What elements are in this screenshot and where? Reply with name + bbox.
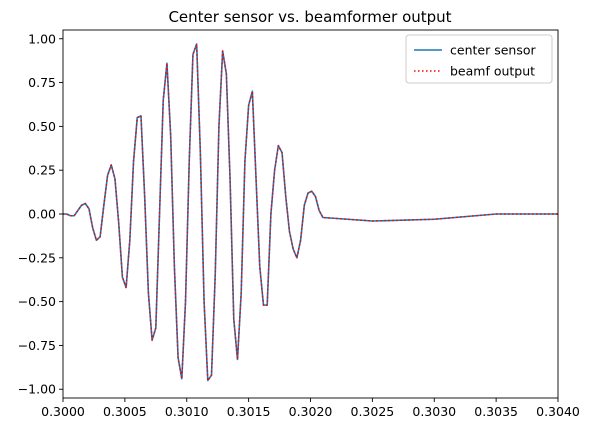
y-tick-label: 1.00 bbox=[28, 31, 56, 46]
x-tick-label: 0.3015 bbox=[227, 404, 271, 419]
y-tick-label: −1.00 bbox=[18, 382, 56, 397]
x-tick-label: 0.3010 bbox=[165, 404, 209, 419]
x-tick-label: 0.3040 bbox=[536, 404, 580, 419]
legend-label-beamf-output: beamf output bbox=[450, 64, 535, 79]
x-tick-label: 0.3020 bbox=[289, 404, 333, 419]
x-tick-label: 0.3000 bbox=[41, 404, 85, 419]
series-line-beamf-output bbox=[63, 43, 558, 382]
y-tick-label: 0.25 bbox=[28, 163, 56, 178]
x-tick-label: 0.3005 bbox=[103, 404, 147, 419]
y-tick-label: 0.00 bbox=[28, 207, 56, 222]
plot-frame bbox=[62, 29, 559, 399]
y-tick-label: −0.75 bbox=[18, 338, 56, 353]
y-tick-label: −0.25 bbox=[18, 250, 56, 265]
y-tick-label: 0.75 bbox=[28, 75, 56, 90]
legend-label-center-sensor: center sensor bbox=[450, 43, 536, 58]
y-tick-label: −0.50 bbox=[18, 294, 56, 309]
x-tick-label: 0.3025 bbox=[351, 404, 395, 419]
x-tick-label: 0.3030 bbox=[412, 404, 456, 419]
y-tick-label: 0.50 bbox=[28, 119, 56, 134]
legend-box bbox=[405, 34, 553, 84]
chart-title: Center sensor vs. beamformer output bbox=[168, 8, 451, 26]
x-tick-label: 0.3035 bbox=[474, 404, 518, 419]
legend: center sensor beamf output bbox=[405, 34, 553, 84]
series-line-center-sensor bbox=[63, 43, 558, 382]
